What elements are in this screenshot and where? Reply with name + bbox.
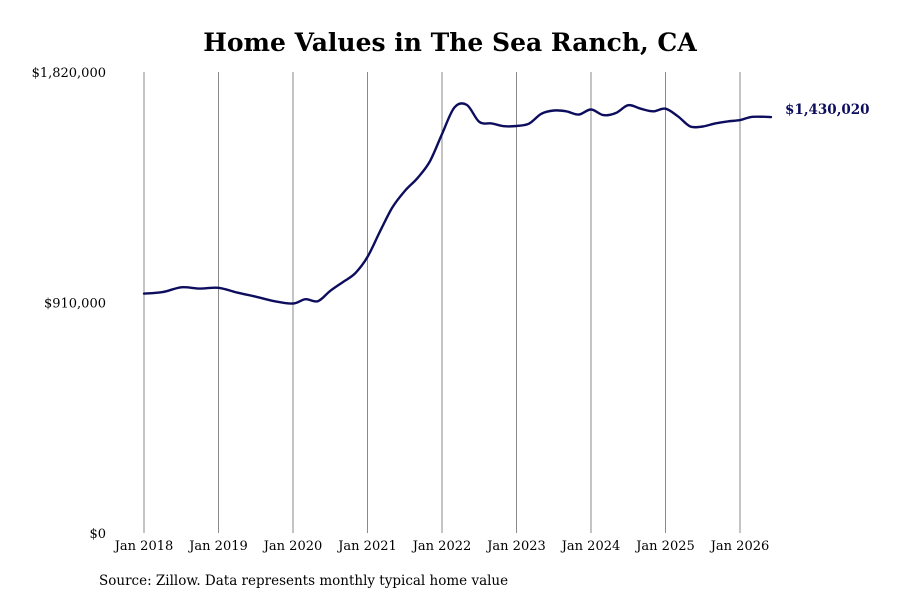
x-tick-label: Jan 2024 bbox=[560, 539, 621, 554]
x-tick-label: Jan 2018 bbox=[113, 539, 174, 554]
x-tick-label: Jan 2021 bbox=[336, 539, 397, 554]
x-tick-label: Jan 2019 bbox=[187, 539, 248, 554]
y-tick-label: $910,000 bbox=[44, 297, 106, 312]
x-axis-ticks: Jan 2018 Jan 2019 Jan 2020 Jan 2021 Jan 2022… bbox=[113, 539, 770, 554]
series-end-label: $1,430,020 bbox=[785, 102, 870, 118]
x-tick-label: Jan 2025 bbox=[634, 539, 695, 554]
chart-title: Home Values in The Sea Ranch, CA bbox=[203, 28, 697, 57]
x-tick-label: Jan 2020 bbox=[262, 539, 323, 554]
y-axis-ticks: $0 $910,000 $1,820,000 bbox=[32, 66, 106, 542]
grid-lines bbox=[143, 72, 741, 533]
series-line bbox=[142, 102, 773, 305]
series-layer: $1,430,020 bbox=[142, 102, 870, 305]
y-tick-label: $1,820,000 bbox=[32, 66, 106, 81]
x-tick-label: Jan 2022 bbox=[411, 539, 472, 554]
y-tick-label: $0 bbox=[89, 527, 106, 542]
source-note: Source: Zillow. Data represents monthly … bbox=[99, 573, 509, 589]
x-tick-label: Jan 2023 bbox=[485, 539, 546, 554]
x-tick-label: Jan 2026 bbox=[709, 539, 770, 554]
